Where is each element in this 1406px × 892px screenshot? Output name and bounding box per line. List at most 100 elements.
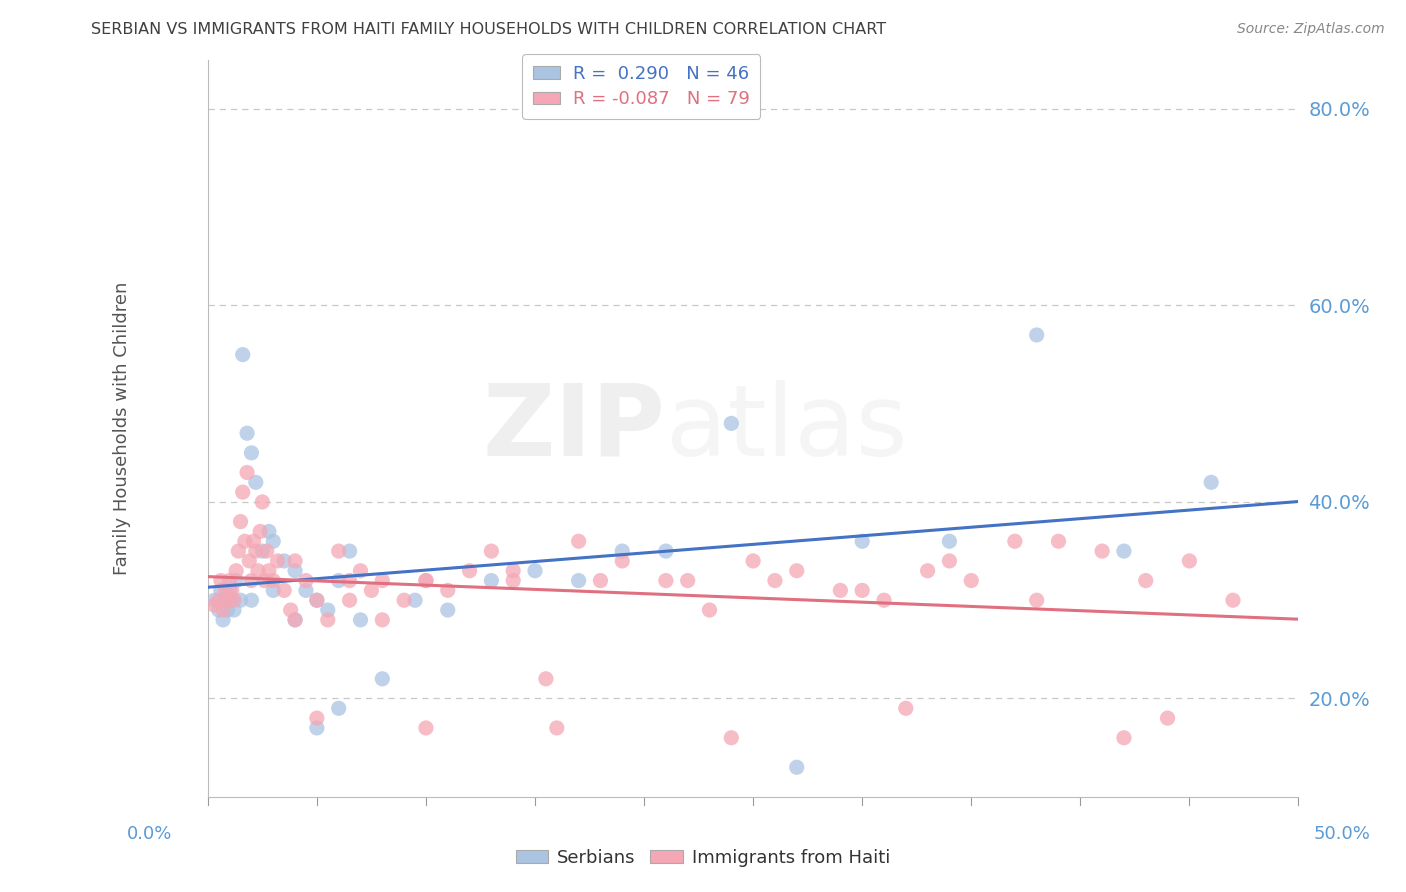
Point	[240, 593, 263, 607]
Point	[360, 583, 382, 598]
Point	[349, 564, 371, 578]
Point	[232, 485, 254, 500]
Point	[1222, 593, 1244, 607]
Point	[479, 574, 502, 588]
Point	[316, 613, 339, 627]
Point	[1091, 544, 1114, 558]
Point	[273, 554, 295, 568]
Point	[229, 593, 252, 607]
Point	[232, 348, 254, 362]
Point	[305, 711, 328, 725]
Point	[221, 583, 243, 598]
Point	[436, 583, 458, 598]
Point	[218, 583, 240, 598]
Point	[436, 603, 458, 617]
Point	[742, 554, 765, 568]
Point	[228, 544, 250, 558]
Point	[1135, 574, 1157, 588]
Point	[236, 426, 259, 441]
Point	[214, 593, 236, 607]
Point	[546, 721, 568, 735]
Point	[502, 564, 524, 578]
Point	[225, 564, 247, 578]
Text: 50.0%: 50.0%	[1315, 825, 1371, 843]
Point	[295, 583, 318, 598]
Point	[240, 574, 263, 588]
Text: ZIP: ZIP	[484, 380, 666, 477]
Point	[1199, 475, 1222, 490]
Point	[217, 603, 239, 617]
Point	[655, 574, 678, 588]
Point	[1112, 731, 1135, 745]
Point	[1112, 544, 1135, 558]
Point	[273, 583, 295, 598]
Point	[830, 583, 852, 598]
Point	[202, 593, 225, 607]
Point	[284, 613, 307, 627]
Point	[568, 534, 591, 549]
Point	[212, 613, 235, 627]
Point	[242, 534, 264, 549]
Point	[266, 554, 288, 568]
Point	[568, 574, 591, 588]
Point	[917, 564, 939, 578]
Point	[209, 574, 232, 588]
Y-axis label: Family Households with Children: Family Households with Children	[114, 282, 131, 575]
Text: Source: ZipAtlas.com: Source: ZipAtlas.com	[1237, 22, 1385, 37]
Point	[246, 564, 269, 578]
Point	[222, 593, 245, 607]
Point	[763, 574, 786, 588]
Point	[873, 593, 896, 607]
Point	[316, 603, 339, 617]
Point	[534, 672, 557, 686]
Point	[284, 564, 307, 578]
Point	[328, 544, 350, 558]
Point	[371, 613, 394, 627]
Point	[938, 534, 960, 549]
Point	[458, 564, 481, 578]
Point	[328, 701, 350, 715]
Point	[257, 564, 280, 578]
Point	[1178, 554, 1201, 568]
Point	[238, 554, 260, 568]
Point	[305, 721, 328, 735]
Point	[589, 574, 612, 588]
Point	[612, 544, 634, 558]
Point	[349, 613, 371, 627]
Point	[786, 564, 808, 578]
Point	[240, 446, 263, 460]
Text: 0.0%: 0.0%	[127, 825, 172, 843]
Point	[262, 583, 284, 598]
Point	[284, 613, 307, 627]
Point	[217, 593, 239, 607]
Point	[938, 554, 960, 568]
Point	[295, 574, 318, 588]
Point	[894, 701, 917, 715]
Point	[225, 574, 247, 588]
Point	[479, 544, 502, 558]
Point	[249, 524, 271, 539]
Point	[229, 515, 252, 529]
Point	[415, 721, 437, 735]
Point	[1047, 534, 1070, 549]
Point	[1025, 593, 1047, 607]
Point	[786, 760, 808, 774]
Point	[208, 603, 231, 617]
Point	[339, 574, 361, 588]
Point	[612, 554, 634, 568]
Point	[245, 544, 267, 558]
Point	[720, 417, 742, 431]
Point	[960, 574, 983, 588]
Point	[305, 593, 328, 607]
Point	[253, 574, 276, 588]
Point	[202, 598, 225, 612]
Point	[339, 544, 361, 558]
Point	[256, 544, 278, 558]
Point	[262, 534, 284, 549]
Point	[305, 593, 328, 607]
Point	[524, 564, 547, 578]
Point	[209, 583, 232, 598]
Text: SERBIAN VS IMMIGRANTS FROM HAITI FAMILY HOUSEHOLDS WITH CHILDREN CORRELATION CHA: SERBIAN VS IMMIGRANTS FROM HAITI FAMILY …	[91, 22, 887, 37]
Legend: R =  0.290   N = 46, R = -0.087   N = 79: R = 0.290 N = 46, R = -0.087 N = 79	[522, 54, 761, 119]
Point	[371, 672, 394, 686]
